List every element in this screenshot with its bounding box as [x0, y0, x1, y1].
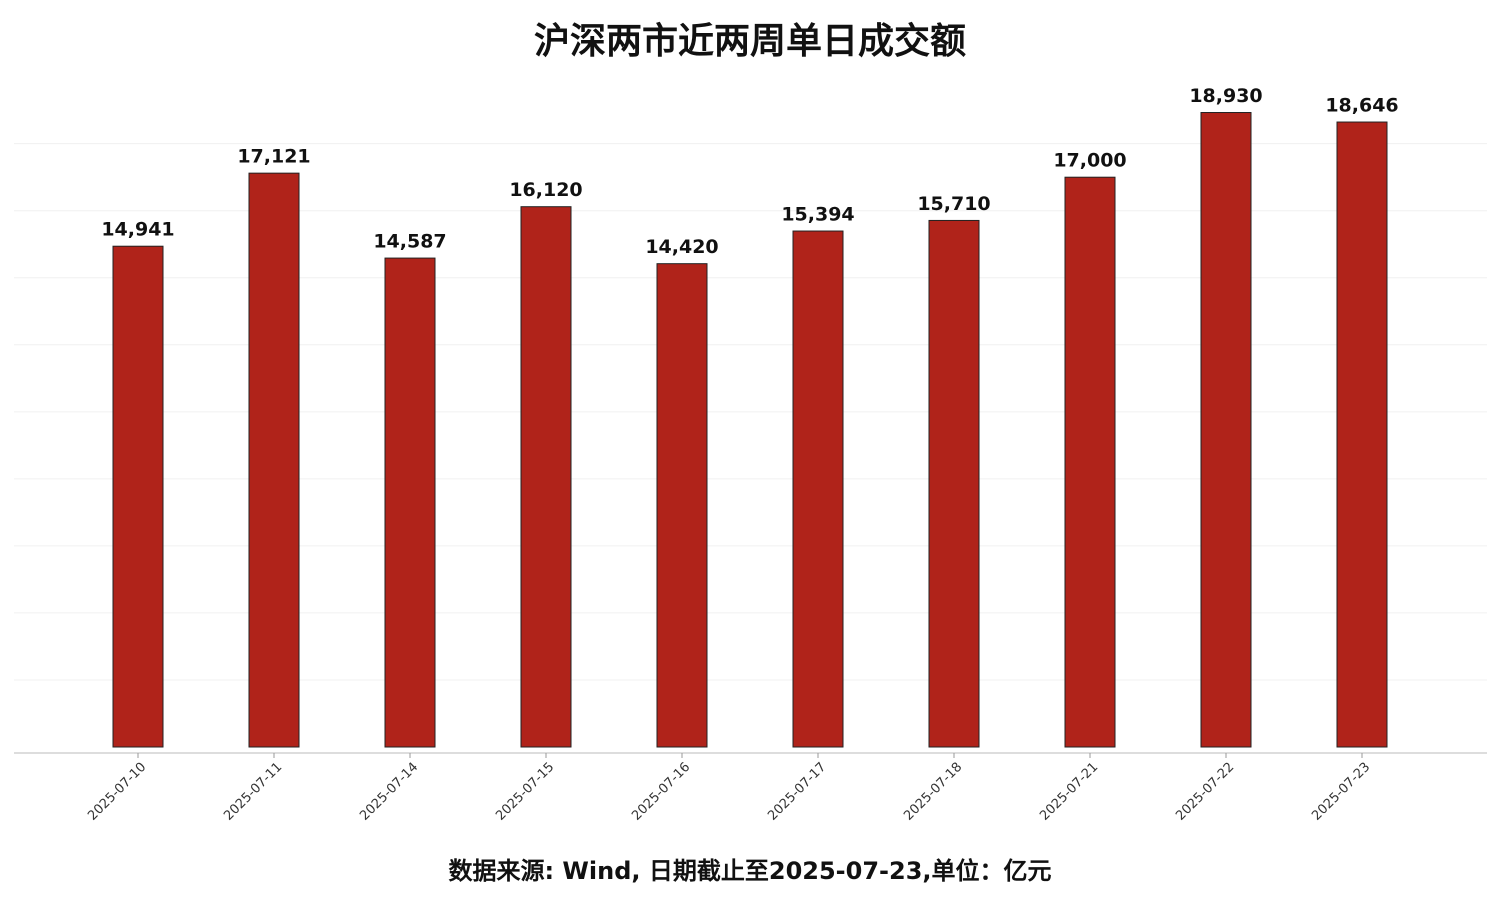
- x-tick-label: 2025-07-16: [629, 760, 693, 824]
- bar: [656, 263, 708, 748]
- x-tick-label: 2025-07-23: [1309, 760, 1373, 824]
- chart-title: 沪深两市近两周单日成交额: [534, 20, 966, 62]
- value-label: 17,000: [1053, 150, 1126, 172]
- value-label: 14,587: [373, 231, 446, 253]
- x-tick-label: 2025-07-17: [765, 760, 829, 824]
- source-note: 数据来源: Wind, 日期截止至2025-07-23,单位：亿元: [448, 857, 1051, 885]
- bar: [112, 245, 164, 748]
- x-tick-label: 2025-07-11: [221, 760, 285, 824]
- value-label: 16,120: [509, 179, 582, 201]
- x-tick-label: 2025-07-21: [1037, 760, 1101, 824]
- bar: [928, 219, 980, 748]
- value-label: 18,930: [1189, 85, 1262, 107]
- value-label: 17,121: [237, 146, 310, 168]
- value-label: 15,710: [917, 193, 990, 215]
- bar: [1200, 112, 1252, 748]
- bar: [248, 172, 300, 748]
- x-tick-label: 2025-07-22: [1173, 760, 1237, 824]
- x-tick-label: 2025-07-14: [357, 760, 421, 824]
- value-label: 14,420: [645, 236, 718, 258]
- bar: [1336, 121, 1388, 748]
- bar: [384, 257, 436, 748]
- value-label: 18,646: [1325, 95, 1398, 117]
- x-tick-label: 2025-07-15: [493, 760, 557, 824]
- bar: [792, 230, 844, 748]
- x-tick-label: 2025-07-18: [901, 760, 965, 824]
- x-tick-label: 2025-07-10: [85, 760, 149, 824]
- bar: [520, 206, 572, 748]
- value-label: 15,394: [781, 204, 854, 226]
- value-label: 14,941: [101, 219, 174, 241]
- bar: [1064, 176, 1116, 748]
